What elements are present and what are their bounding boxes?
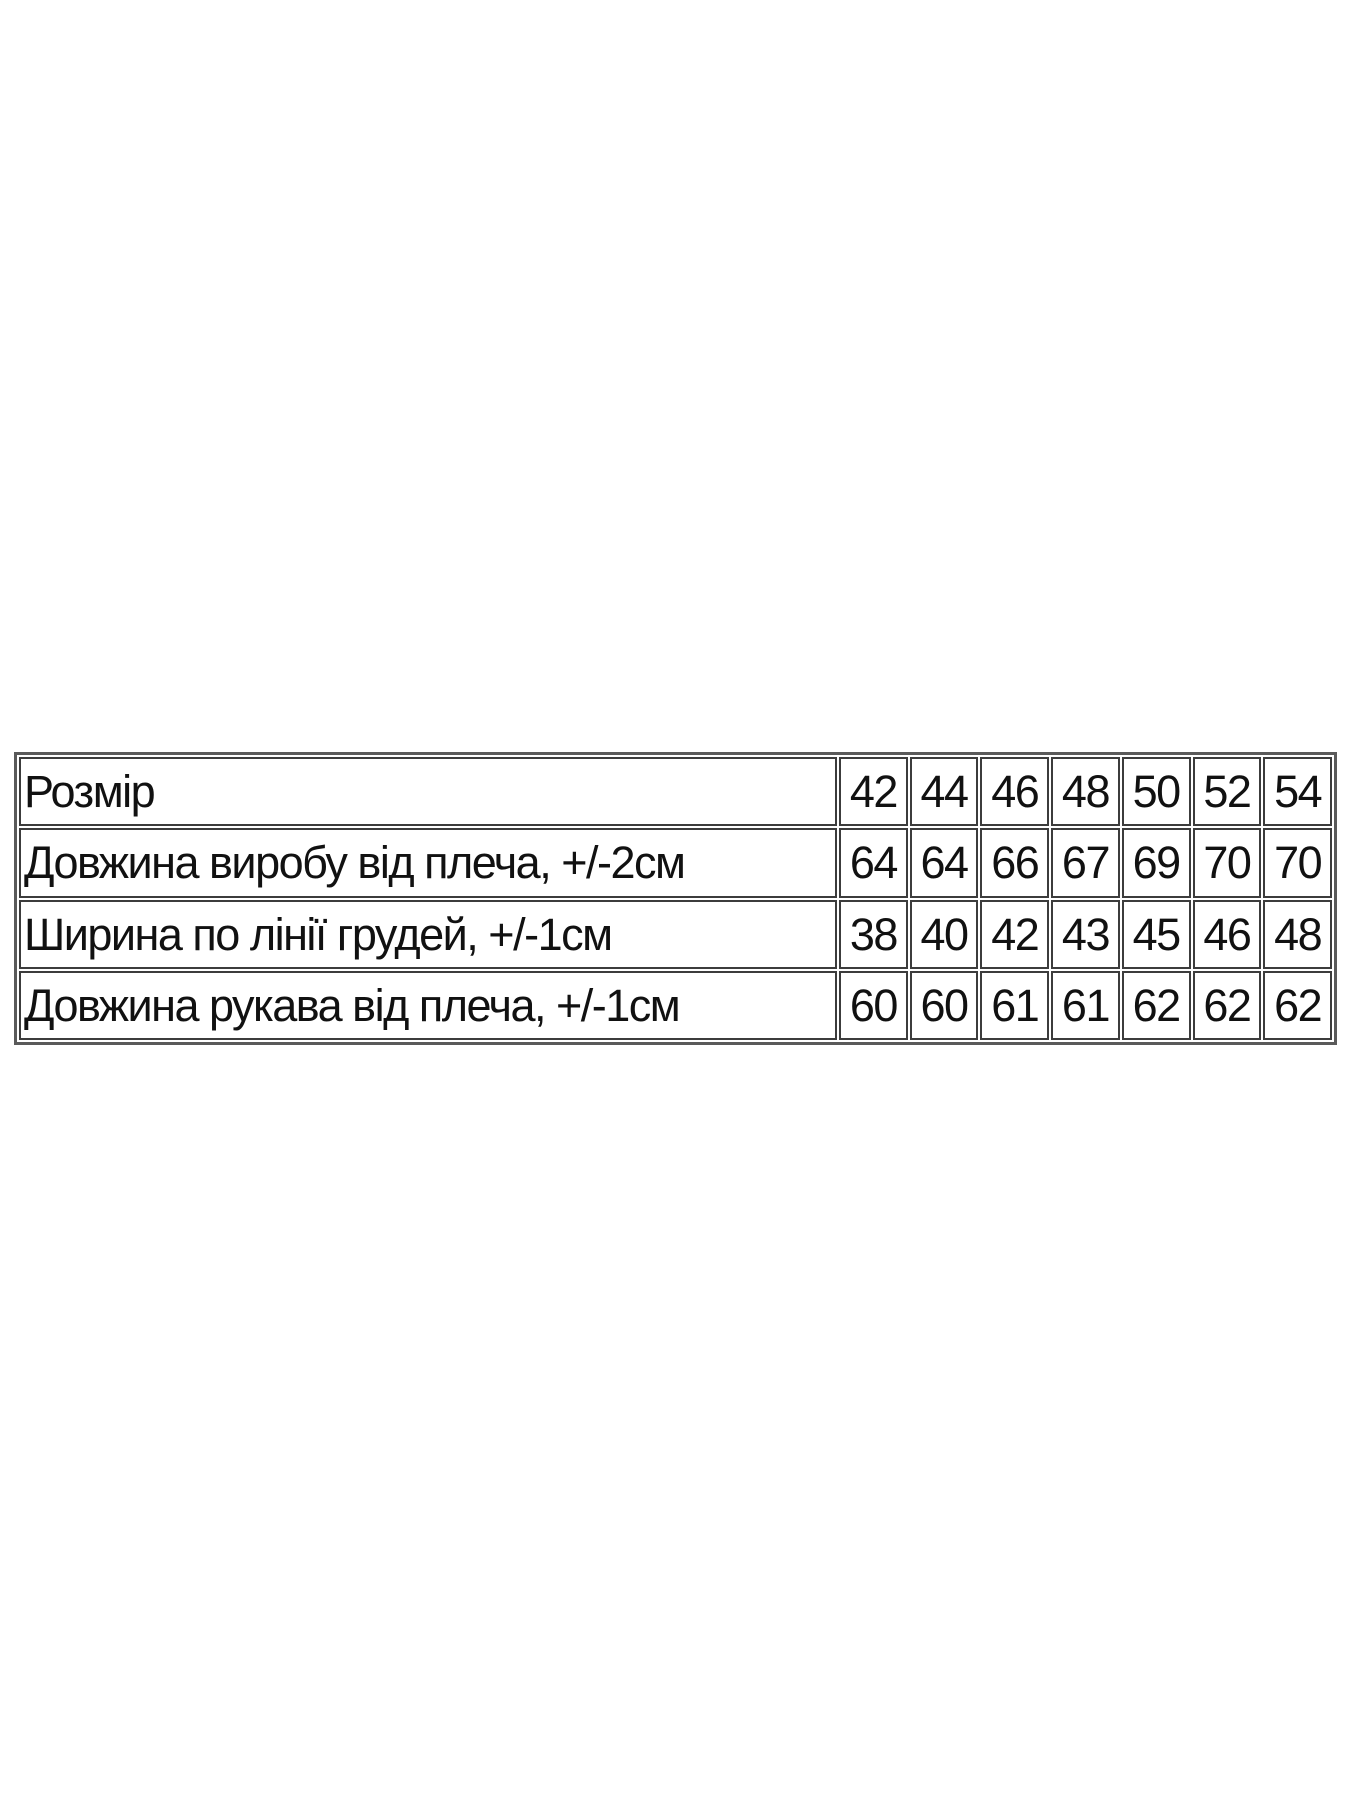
table-cell: 48 — [1051, 757, 1120, 827]
table-cell: 42 — [980, 899, 1050, 969]
table-cell: 64 — [839, 828, 908, 898]
table-cell: 66 — [980, 828, 1050, 898]
table-cell: 44 — [909, 757, 979, 827]
chest-width-row: Ширина по лінії грудей, +/-1см 38 40 42 43 45… — [19, 899, 1332, 969]
table-cell: 42 — [839, 757, 908, 827]
row-label: Ширина по лінії грудей, +/-1см — [19, 899, 837, 969]
row-label: Довжина виробу від плеча, +/-2см — [19, 828, 837, 898]
table-cell: 40 — [909, 899, 979, 969]
garment-length-row: Довжина виробу від плеча, +/-2см 64 64 66 67… — [19, 828, 1332, 898]
size-row: Розмір 42 44 46 48 50 52 54 — [19, 757, 1332, 827]
size-chart-table: Розмір 42 44 46 48 50 52 54 Довжина виробу від п… — [14, 752, 1337, 1045]
table-cell: 60 — [909, 970, 979, 1040]
table-cell: 64 — [909, 828, 979, 898]
table-cell: 62 — [1192, 970, 1262, 1040]
table-cell: 70 — [1263, 828, 1332, 898]
table-cell: 46 — [1192, 899, 1262, 969]
sleeve-length-row: Довжина рукава від плеча, +/-1см 60 60 61 61… — [19, 970, 1332, 1040]
table-cell: 45 — [1121, 899, 1191, 969]
table-cell: 38 — [839, 899, 908, 969]
table-cell: 48 — [1263, 899, 1332, 969]
table-cell: 62 — [1263, 970, 1332, 1040]
table-cell: 61 — [980, 970, 1050, 1040]
table-cell: 54 — [1263, 757, 1332, 827]
table-cell: 52 — [1192, 757, 1262, 827]
table-cell: 46 — [980, 757, 1050, 827]
table-cell: 43 — [1051, 899, 1120, 969]
table-cell: 62 — [1121, 970, 1191, 1040]
table-cell: 70 — [1192, 828, 1262, 898]
table-cell: 61 — [1051, 970, 1120, 1040]
row-label: Розмір — [19, 757, 837, 827]
row-label: Довжина рукава від плеча, +/-1см — [19, 970, 837, 1040]
table-cell: 69 — [1121, 828, 1191, 898]
table-cell: 50 — [1121, 757, 1191, 827]
table-cell: 67 — [1051, 828, 1120, 898]
table-cell: 60 — [839, 970, 908, 1040]
